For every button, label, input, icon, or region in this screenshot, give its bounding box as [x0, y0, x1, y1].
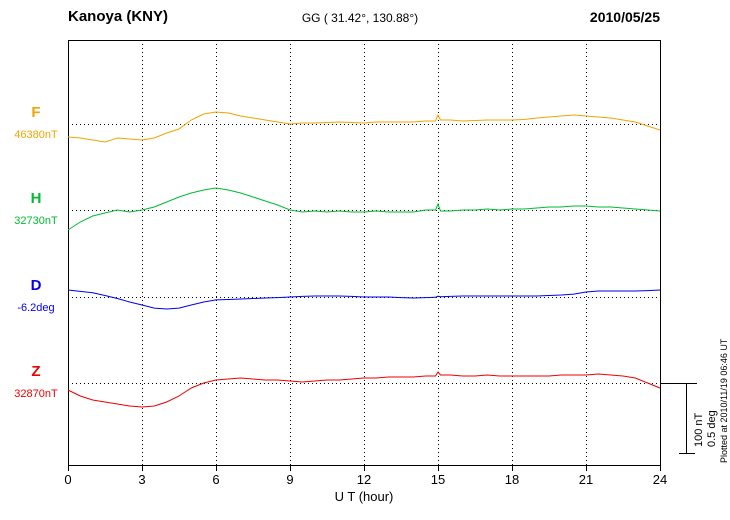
scale-bar-labels: 100 nT 0.5 deg — [693, 410, 719, 447]
x-axis-title: U T (hour) — [334, 489, 394, 504]
x-tick-21: 21 — [578, 472, 594, 487]
trace-letter-Z: Z — [31, 363, 41, 380]
trace-D — [67, 289, 661, 310]
trace-letter-D: D — [30, 277, 42, 294]
plot-traces-and-grid — [67, 40, 661, 471]
trace-baseline-value-Z: 32870nT — [14, 388, 58, 400]
x-tick-12: 12 — [356, 472, 372, 487]
x-tick-18: 18 — [504, 472, 520, 487]
x-tick-24: 24 — [652, 472, 668, 487]
trace-H — [67, 187, 661, 231]
scale-label-nt: 100 nT — [693, 412, 705, 447]
trace-baseline-value-F: 46380nT — [14, 129, 58, 141]
geographic-coordinates: GG ( 31.42°, 130.88°) — [301, 11, 419, 25]
trace-F — [67, 111, 661, 143]
station-title: Kanoya (KNY) — [68, 8, 169, 25]
trace-baseline-value-D: -6.2deg — [17, 302, 55, 314]
scale-bar — [660, 383, 697, 454]
x-tick-0: 0 — [64, 472, 72, 487]
trace-letter-H: H — [30, 190, 42, 207]
trace-label-F: F 46380nT — [8, 104, 64, 142]
x-tick-9: 9 — [286, 472, 294, 487]
trace-label-Z: Z 32870nT — [8, 363, 64, 401]
trace-letter-F: F — [31, 104, 41, 121]
trace-baseline-value-H: 32730nT — [14, 215, 58, 227]
trace-label-H: H 32730nT — [8, 190, 64, 228]
x-tick-15: 15 — [430, 472, 446, 487]
x-tick-3: 3 — [138, 472, 146, 487]
observation-date: 2010/05/25 — [589, 9, 660, 25]
plotted-at-note: Plotted at 2010/11/19 06:46 UT — [719, 338, 729, 463]
trace-Z — [67, 371, 661, 408]
scale-label-deg: 0.5 deg — [706, 410, 718, 447]
x-tick-6: 6 — [212, 472, 220, 487]
trace-label-D: D -6.2deg — [8, 277, 64, 315]
